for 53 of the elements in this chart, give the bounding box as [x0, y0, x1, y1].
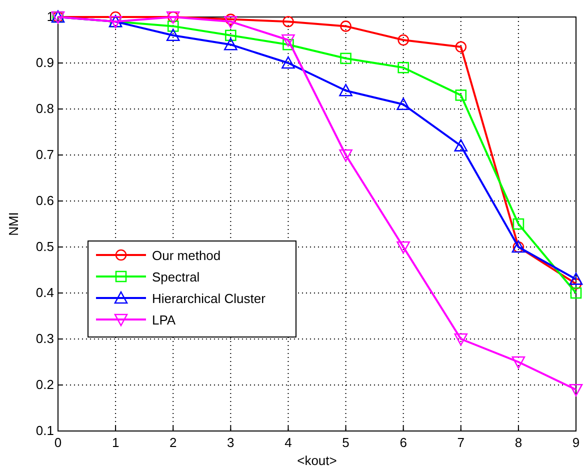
point: [512, 356, 526, 369]
x-tick-label: 8: [514, 435, 522, 450]
point: [455, 41, 467, 53]
point: [569, 272, 583, 285]
x-tick-label: 2: [169, 435, 177, 450]
point: [512, 218, 524, 230]
point: [225, 14, 236, 25]
y-axis-title: NMI: [6, 212, 21, 236]
y-tick-label: 0.5: [36, 239, 54, 254]
point: [282, 38, 294, 50]
point: [455, 90, 467, 101]
point: [167, 20, 179, 32]
point: [340, 52, 352, 64]
point: [396, 241, 410, 254]
legend-label: Spectral: [152, 270, 200, 284]
y-tick-label: 0.1: [36, 423, 54, 438]
point: [396, 98, 410, 110]
point: [225, 30, 236, 42]
point: [454, 139, 468, 152]
y-tick-label: 0.8: [36, 101, 54, 116]
point: [282, 34, 295, 47]
y-tick-label: 0.3: [36, 331, 54, 346]
x-tick-label: 9: [572, 435, 580, 450]
y-tick-label: 0.6: [36, 193, 54, 208]
legend-label: LPA: [152, 312, 176, 328]
x-axis-title: <kout>: [297, 453, 337, 468]
point: [398, 34, 409, 46]
point: [224, 38, 238, 50]
x-tick-label: 4: [284, 435, 292, 450]
point: [282, 16, 294, 28]
x-tick-label: 5: [342, 435, 350, 450]
point: [166, 28, 180, 42]
point: [454, 333, 468, 346]
legend-label: Our method: [152, 248, 221, 263]
point: [570, 278, 582, 290]
x-tick-label: 0: [54, 435, 62, 450]
point: [398, 62, 409, 74]
point: [340, 20, 352, 32]
y-tick-label: 0.9: [36, 55, 54, 70]
point: [224, 16, 238, 28]
x-tick-label: 7: [457, 435, 465, 450]
y-tick-label: 0.7: [36, 147, 54, 162]
point: [570, 287, 582, 299]
y-tick-label: 0.4: [36, 285, 54, 300]
point: [282, 56, 295, 69]
point: [569, 384, 583, 396]
y-tick-label: 0.2: [36, 377, 54, 392]
point: [339, 84, 352, 96]
x-tick-label: 3: [227, 435, 234, 450]
point: [339, 149, 352, 162]
x-tick-label: 1: [112, 435, 120, 450]
x-tick-label: 6: [400, 435, 407, 450]
legend-label: Hierarchical Cluster: [152, 291, 266, 306]
